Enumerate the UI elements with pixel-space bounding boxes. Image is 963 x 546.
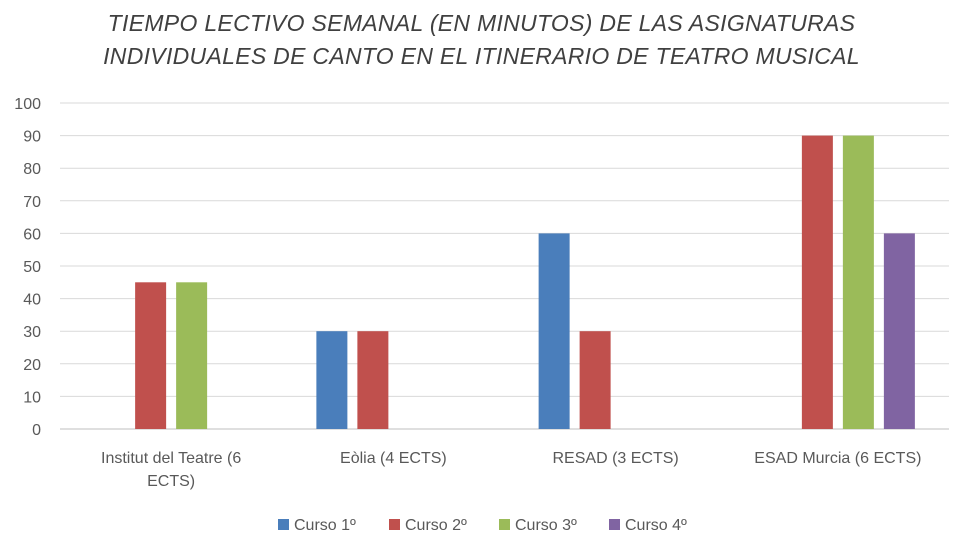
y-tick-label: 20 (23, 357, 41, 374)
legend-label: Curso 2º (405, 517, 467, 534)
y-tick-label: 80 (23, 161, 41, 178)
y-tick-label: 100 (14, 96, 41, 113)
bar (579, 331, 611, 429)
chart-title-line-2: INDIVIDUALES DE CANTO EN EL ITINERARIO D… (103, 43, 860, 69)
y-tick-label: 10 (23, 389, 41, 406)
y-tick-label: 90 (23, 129, 41, 146)
legend-swatch (609, 519, 620, 530)
legend-swatch (499, 519, 510, 530)
chart-title-line-1: TIEMPO LECTIVO SEMANAL (EN MINUTOS) DE L… (107, 10, 856, 36)
legend-label: Curso 1º (294, 517, 356, 534)
legend-label: Curso 3º (515, 517, 577, 534)
legend-swatch (278, 519, 289, 530)
bar (538, 233, 570, 429)
bar (883, 233, 915, 429)
x-category-label: RESAD (3 ECTS) (553, 450, 679, 467)
x-category-label: Institut del Teatre (6 (101, 450, 241, 467)
x-category-label: Eòlia (4 ECTS) (340, 450, 447, 467)
x-category-label: ECTS) (147, 473, 195, 490)
x-category-label: ESAD Murcia (6 ECTS) (754, 450, 921, 467)
bar (316, 331, 348, 429)
y-tick-label: 60 (23, 226, 41, 243)
bar (357, 331, 389, 429)
y-tick-label: 70 (23, 194, 41, 211)
y-tick-label: 30 (23, 324, 41, 341)
bar (801, 135, 833, 429)
y-tick-label: 50 (23, 259, 41, 276)
y-tick-label: 40 (23, 292, 41, 309)
legend-swatch (389, 519, 400, 530)
bar (135, 282, 167, 429)
bar (842, 135, 874, 429)
bar (176, 282, 208, 429)
legend-label: Curso 4º (625, 517, 687, 534)
y-tick-label: 0 (32, 422, 41, 439)
